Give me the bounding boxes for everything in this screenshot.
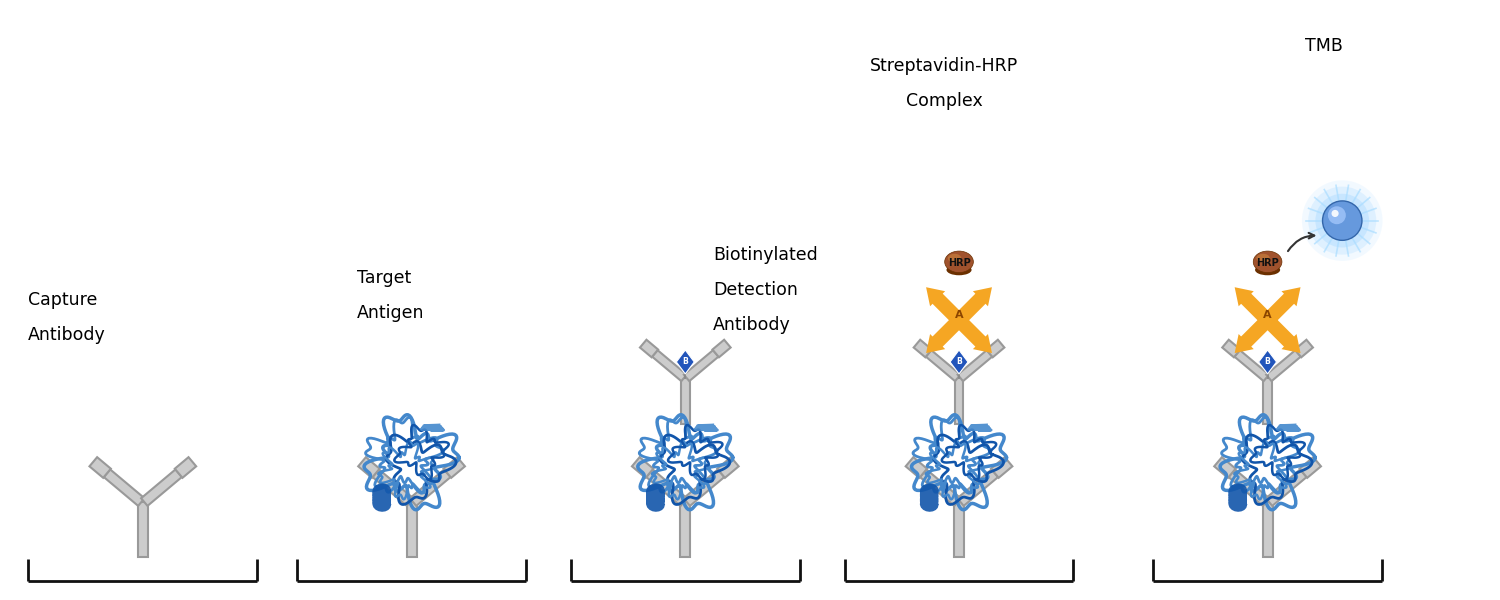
Polygon shape (358, 457, 380, 478)
Text: Antigen: Antigen (357, 304, 424, 322)
Ellipse shape (946, 265, 972, 275)
Polygon shape (1228, 469, 1269, 506)
Polygon shape (920, 469, 960, 506)
Ellipse shape (948, 254, 962, 263)
Text: TMB: TMB (1305, 37, 1344, 55)
Polygon shape (1222, 340, 1240, 358)
Circle shape (1316, 194, 1370, 247)
Polygon shape (104, 469, 144, 506)
Polygon shape (1257, 310, 1278, 330)
Polygon shape (1239, 315, 1272, 349)
Text: Streptavidin-HRP: Streptavidin-HRP (870, 57, 1018, 75)
Polygon shape (914, 340, 932, 358)
Text: HRP: HRP (1256, 258, 1280, 268)
Polygon shape (90, 457, 111, 478)
Ellipse shape (1257, 254, 1270, 263)
Polygon shape (974, 287, 992, 306)
Polygon shape (1294, 340, 1312, 358)
Polygon shape (926, 350, 960, 381)
Polygon shape (640, 340, 658, 358)
Polygon shape (444, 457, 465, 478)
Polygon shape (1234, 350, 1269, 381)
Circle shape (1308, 187, 1377, 254)
Polygon shape (954, 291, 988, 325)
Polygon shape (992, 457, 1012, 478)
Polygon shape (676, 350, 694, 374)
Circle shape (1302, 181, 1383, 261)
Polygon shape (974, 334, 992, 353)
Polygon shape (632, 457, 654, 478)
Polygon shape (950, 310, 969, 330)
Polygon shape (954, 315, 988, 349)
Polygon shape (652, 350, 687, 381)
Polygon shape (1266, 469, 1306, 506)
Polygon shape (646, 469, 687, 506)
Polygon shape (957, 469, 998, 506)
Text: A: A (954, 310, 963, 320)
Polygon shape (372, 469, 414, 506)
Polygon shape (1263, 502, 1272, 557)
Polygon shape (986, 340, 1005, 358)
Polygon shape (1258, 350, 1276, 374)
Text: Antibody: Antibody (28, 326, 106, 344)
Text: HRP: HRP (948, 258, 970, 268)
Polygon shape (684, 469, 724, 506)
Text: Capture: Capture (28, 291, 98, 309)
Text: Antibody: Antibody (712, 316, 791, 334)
Polygon shape (954, 502, 964, 557)
Polygon shape (926, 287, 945, 306)
Ellipse shape (1254, 251, 1282, 272)
Polygon shape (681, 502, 690, 557)
Polygon shape (950, 350, 968, 374)
Polygon shape (957, 350, 992, 381)
Polygon shape (138, 502, 148, 557)
Text: Target: Target (357, 269, 411, 287)
Polygon shape (1299, 457, 1322, 478)
Text: B: B (956, 358, 962, 367)
Polygon shape (1266, 350, 1300, 381)
Polygon shape (1281, 287, 1300, 306)
Polygon shape (1263, 378, 1272, 424)
Ellipse shape (945, 251, 974, 272)
Polygon shape (956, 378, 963, 424)
Circle shape (1332, 210, 1338, 217)
Polygon shape (1234, 287, 1254, 306)
Polygon shape (1214, 457, 1236, 478)
Text: B: B (1264, 358, 1270, 367)
Polygon shape (1281, 334, 1300, 353)
Polygon shape (176, 457, 196, 478)
Polygon shape (712, 340, 730, 358)
Polygon shape (681, 378, 690, 424)
Polygon shape (930, 315, 964, 349)
Circle shape (1328, 206, 1346, 224)
Text: B: B (682, 358, 688, 367)
Polygon shape (141, 469, 182, 506)
Text: Biotinylated: Biotinylated (712, 246, 818, 264)
Polygon shape (926, 334, 945, 353)
Polygon shape (1234, 334, 1254, 353)
Text: Complex: Complex (906, 92, 983, 110)
Polygon shape (684, 350, 718, 381)
Polygon shape (930, 291, 964, 325)
Polygon shape (410, 469, 450, 506)
Ellipse shape (1256, 265, 1280, 275)
Polygon shape (717, 457, 738, 478)
Text: Detection: Detection (712, 281, 798, 299)
Polygon shape (1263, 315, 1296, 349)
Polygon shape (406, 502, 417, 557)
Polygon shape (906, 457, 927, 478)
Circle shape (1323, 201, 1362, 241)
Polygon shape (1263, 291, 1296, 325)
Polygon shape (1239, 291, 1272, 325)
Text: A: A (1263, 310, 1272, 320)
